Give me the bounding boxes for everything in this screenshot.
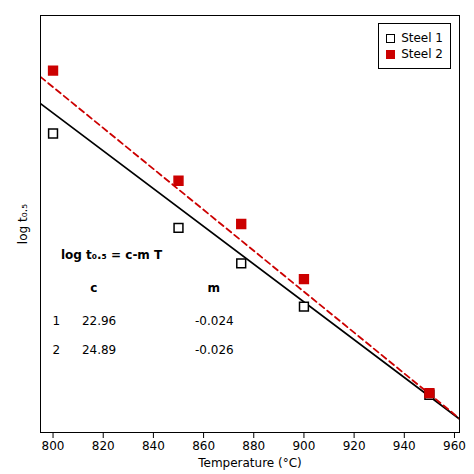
svg-text:860: 860	[192, 439, 215, 453]
html-text:22.96: 22.96	[81, 314, 117, 329]
html-text:24.89: 24.89	[81, 343, 117, 358]
svg-text:Temperature (°C): Temperature (°C)	[197, 456, 302, 470]
html-text:1: 1	[52, 314, 61, 329]
html-text:c: c	[90, 280, 98, 295]
html-text:Steel 1: Steel 1	[401, 31, 443, 45]
html-text:-0.026: -0.026	[195, 343, 234, 358]
svg-text:log t₀.₅: log t₀.₅	[16, 204, 30, 244]
svg-text:900: 900	[292, 439, 315, 453]
svg-text:800: 800	[42, 439, 65, 453]
html-text:log t₀.₅ = c-m T: log t₀.₅ = c-m T	[60, 247, 163, 262]
html-text:m: m	[207, 280, 221, 295]
svg-text:880: 880	[242, 439, 265, 453]
svg-text:820: 820	[92, 439, 115, 453]
svg-text:940: 940	[393, 439, 416, 453]
svg-text:840: 840	[142, 439, 165, 453]
svg-text:920: 920	[343, 439, 366, 453]
html-text:Steel 2: Steel 2	[401, 47, 443, 61]
html-text:2: 2	[52, 343, 61, 358]
html-text:-0.024: -0.024	[195, 314, 234, 329]
svg-text:960: 960	[443, 439, 466, 453]
